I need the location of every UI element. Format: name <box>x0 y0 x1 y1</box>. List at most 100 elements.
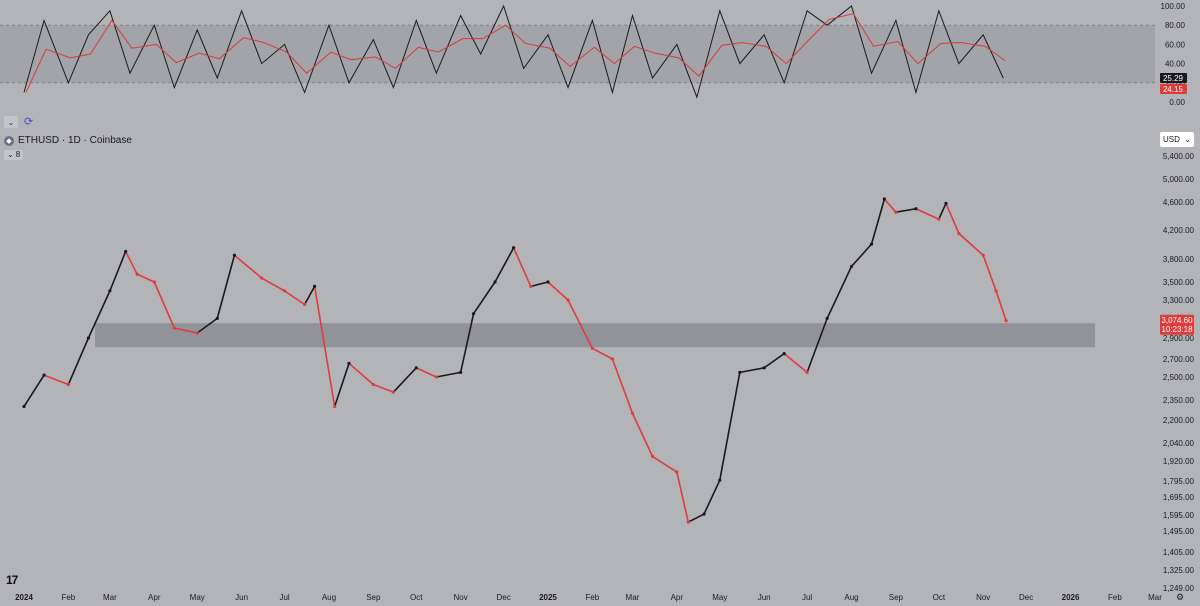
price-segment <box>43 374 69 386</box>
time-tick-label: Aug <box>844 593 858 602</box>
price-tick-label: 4,200.00 <box>1163 226 1195 235</box>
price-tick-label: 2,900.00 <box>1163 334 1195 343</box>
sync-icon[interactable]: ⟳ <box>24 116 34 128</box>
price-point <box>512 246 516 250</box>
ethereum-icon: ◆ <box>4 135 14 146</box>
axes: 5,400.00 5,000.00 4,600.00 4,200.00 3,800.00… <box>15 2 1194 602</box>
price-point <box>590 346 594 350</box>
oscillator-tick-label: 100.00 <box>1161 2 1186 11</box>
time-tick-label: Jul <box>802 593 812 602</box>
price-segment <box>333 363 350 407</box>
oscillator-readout-value: 24.15 <box>1163 85 1184 94</box>
indicator-row: ⌄ 8 <box>4 149 24 160</box>
time-tick-label: Sep <box>366 593 381 602</box>
price-point <box>303 302 307 307</box>
chevron-down-icon: ⌄ <box>7 150 14 159</box>
symbol-legend[interactable]: ◆ ETHUSD · 1D · Coinbase <box>4 135 132 146</box>
time-tick-label: Feb <box>1108 593 1122 602</box>
price-segment <box>124 251 138 275</box>
price-segment <box>67 337 90 385</box>
price-segment <box>233 254 263 279</box>
price-point <box>391 390 395 394</box>
price-point <box>260 276 264 280</box>
price-segment <box>348 362 374 386</box>
price-segment <box>261 277 285 292</box>
price-point <box>152 280 156 284</box>
price-point <box>957 231 961 236</box>
price-tick-label: 1,795.00 <box>1163 477 1195 486</box>
price-segment <box>995 290 1007 322</box>
currency-select[interactable]: USD ⌄ <box>1160 132 1194 147</box>
oscillator-tick-label: 80.00 <box>1165 21 1186 30</box>
chevron-down-icon: ⌄ <box>7 117 15 127</box>
price-tick-label: 2,350.00 <box>1163 396 1195 405</box>
price-point <box>313 284 317 289</box>
price-segment <box>284 290 306 306</box>
price-point <box>434 375 438 379</box>
price-tick-label: 3,800.00 <box>1163 255 1195 264</box>
price-segment <box>631 412 654 457</box>
price-point <box>869 242 874 246</box>
price-tick-label: 1,920.00 <box>1163 457 1195 466</box>
price-segment <box>174 327 198 334</box>
price-segment <box>23 374 45 407</box>
price-segment <box>718 372 741 481</box>
price-point <box>994 289 998 293</box>
symbol-label: ETHUSD · 1D · Coinbase <box>18 135 132 146</box>
price-point <box>782 352 786 356</box>
price-point <box>22 404 26 409</box>
price-tick-label: 2,500.00 <box>1163 373 1195 382</box>
last-price-label: 3,074.60 <box>1161 316 1193 325</box>
oscillator-readout-tag <box>1160 73 1187 83</box>
price-point <box>805 370 809 374</box>
price-point <box>135 272 139 276</box>
price-point <box>529 284 533 289</box>
price-segment <box>436 371 461 378</box>
time-tick-label: Nov <box>976 593 990 602</box>
price-segment <box>415 367 437 378</box>
price-point <box>124 249 128 254</box>
price-segment <box>136 273 155 283</box>
indicators-toggle[interactable]: ⌄ 8 <box>4 149 24 160</box>
price-point <box>195 331 199 335</box>
price-segment <box>216 255 236 319</box>
oscillator-readout-value: 25.29 <box>1163 74 1184 83</box>
price-point <box>42 373 46 377</box>
price-tick-label: 3,300.00 <box>1163 296 1195 305</box>
price-point <box>702 512 706 516</box>
price-segment <box>611 358 634 414</box>
price-segment <box>806 318 828 373</box>
price-point <box>738 370 742 374</box>
price-segment <box>870 198 886 245</box>
collapse-button[interactable]: ⌄ <box>4 116 18 128</box>
price-segment <box>895 207 917 213</box>
price-segment <box>303 286 316 305</box>
price-point <box>630 411 635 415</box>
price-point <box>566 298 570 302</box>
price-tick-label: 1,325.00 <box>1163 566 1195 575</box>
time-tick-label: Mar <box>103 593 117 602</box>
oscillator-band <box>0 25 1155 83</box>
price-segment <box>547 281 569 301</box>
price-point <box>650 454 655 458</box>
time-tick-label: Dec <box>1019 593 1033 602</box>
time-tick-label: Feb <box>61 593 75 602</box>
price-point <box>215 316 219 320</box>
price-segment <box>703 479 721 515</box>
time-tick-label: Apr <box>671 593 684 602</box>
price-tick-label: 3,500.00 <box>1163 278 1195 287</box>
price-point <box>459 370 463 374</box>
price-point <box>333 404 337 409</box>
price-tick-label: 5,400.00 <box>1163 152 1195 161</box>
countdown-label: 10:23:18 <box>1161 325 1193 334</box>
price-segment <box>982 254 997 292</box>
price-segment <box>196 317 218 334</box>
price-segment <box>512 247 532 287</box>
time-tick-label: May <box>190 593 205 602</box>
settings-gear-icon: ⚙ <box>1176 592 1184 602</box>
time-tick-label: May <box>712 593 727 602</box>
oscillator-tick-label: 40.00 <box>1165 60 1186 69</box>
price-point <box>849 264 854 269</box>
price-segment <box>676 471 690 523</box>
